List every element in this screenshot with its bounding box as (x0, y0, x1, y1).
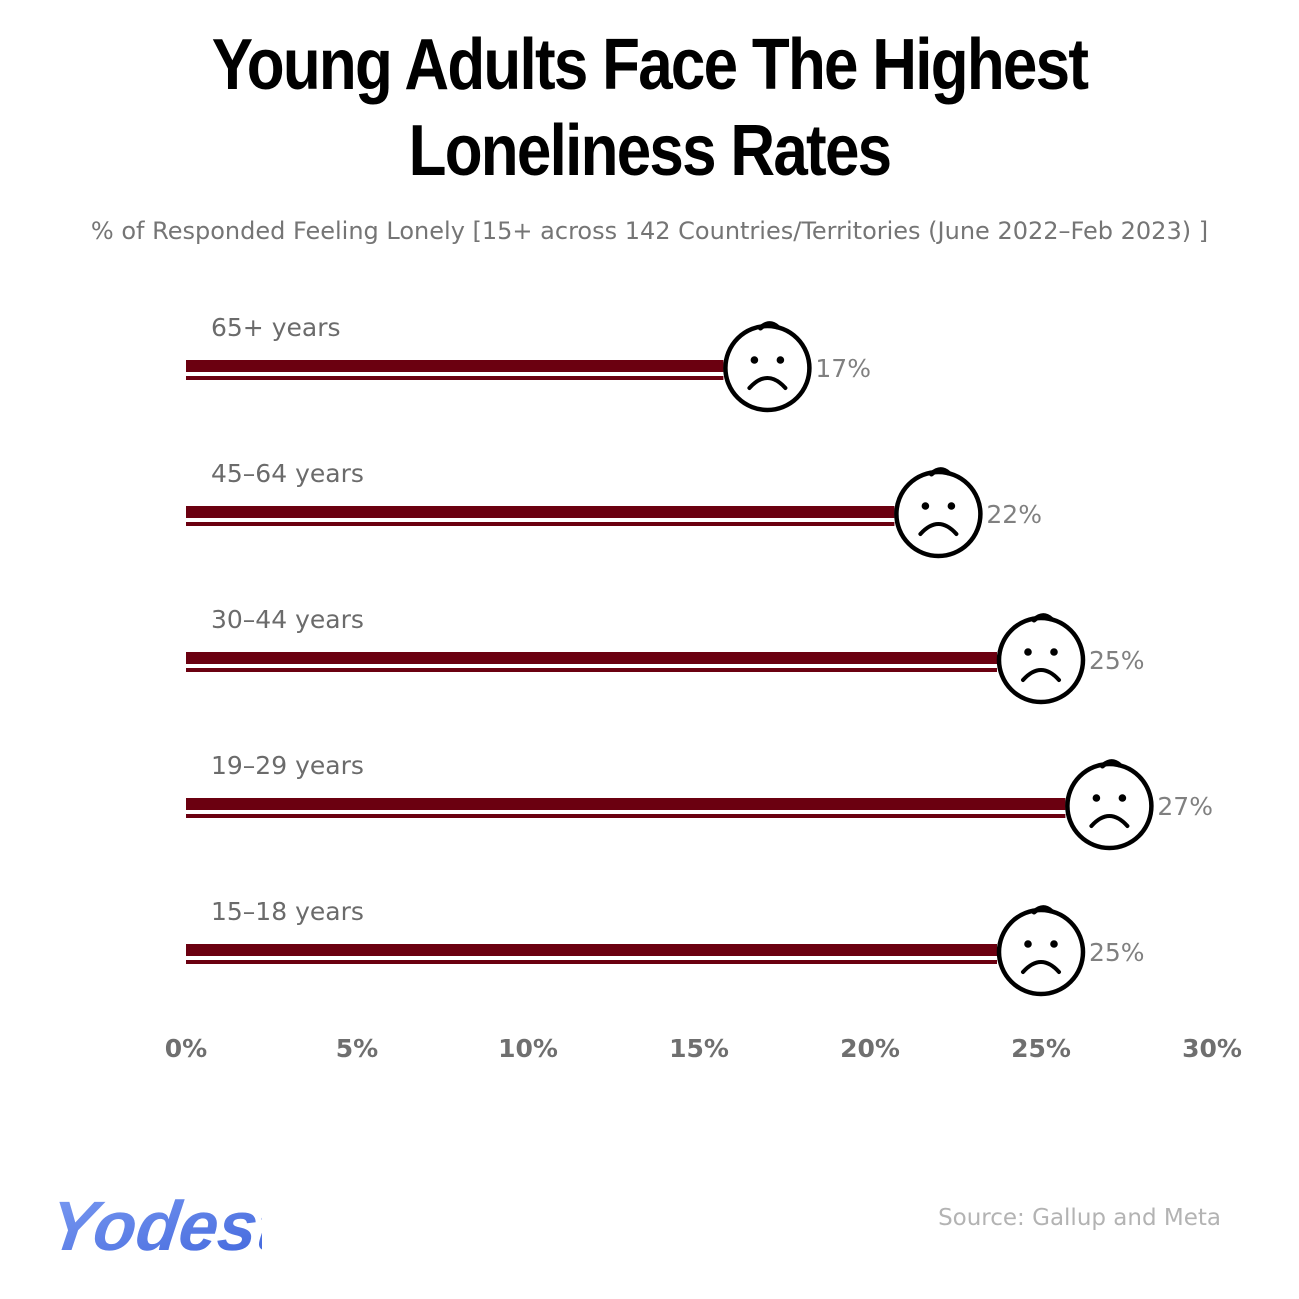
value-label: 22% (986, 500, 1042, 529)
source-note: Source: Gallup and Meta (938, 1205, 1221, 1231)
bar-underline (186, 668, 997, 672)
bar (186, 506, 895, 518)
bar-row: 30–44 years 25% (186, 605, 1145, 705)
bar-underline (186, 376, 724, 380)
bar-row: 15–18 years 25% (186, 897, 1145, 997)
chart-title: Young Adults Face The Highest Loneliness … (91, 22, 1208, 194)
value-label: 27% (1157, 792, 1213, 821)
x-tick-label: 30% (1182, 1034, 1242, 1063)
x-tick-label: 15% (669, 1034, 729, 1063)
value-label: 25% (1089, 938, 1145, 967)
chart-title-line-1: Young Adults Face The Highest (211, 25, 1089, 105)
category-label: 19–29 years (211, 751, 364, 780)
category-label: 65+ years (211, 313, 341, 342)
bar-row: 65+ years 17% (186, 313, 871, 413)
bar-row: 45–64 years 22% (186, 459, 1042, 559)
sad-face-icon (996, 613, 1086, 705)
brand-name: Yodest (52, 1186, 262, 1265)
sad-face-icon (996, 905, 1086, 997)
category-label: 15–18 years (211, 897, 364, 926)
x-tick-label: 0% (165, 1034, 207, 1063)
bar-underline (186, 960, 997, 964)
x-tick-label: 10% (498, 1034, 558, 1063)
chart-title-line-2: Loneliness Rates (408, 111, 893, 191)
bar (186, 798, 1066, 810)
x-tick-label: 20% (840, 1034, 900, 1063)
sad-face-icon (1065, 759, 1154, 851)
value-label: 17% (815, 354, 871, 383)
bar-underline (186, 522, 895, 526)
category-label: 30–44 years (211, 605, 364, 634)
chart-subtitle: % of Responded Feeling Lonely [15+ acros… (90, 217, 1209, 245)
category-label: 45–64 years (211, 459, 364, 488)
x-tick-label: 25% (1011, 1034, 1071, 1063)
value-label: 25% (1089, 646, 1145, 675)
bar (186, 360, 724, 372)
bar-row: 19–29 years 27% (186, 751, 1213, 851)
yodest-logo: Yodest (52, 1186, 262, 1265)
bar (186, 652, 997, 664)
x-tick-label: 5% (336, 1034, 378, 1063)
bar (186, 944, 997, 956)
bar-underline (186, 814, 1066, 818)
sad-face-icon (723, 321, 812, 413)
sad-face-icon (894, 467, 983, 559)
